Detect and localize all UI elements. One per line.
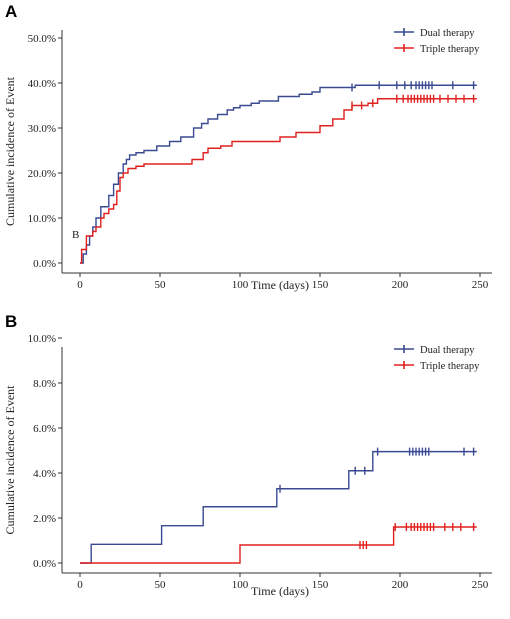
dual-therapy-line [80,450,477,564]
x-tick-label: 100 [232,579,249,591]
y-tick-label: 0.0% [33,258,56,270]
y-tick-label: 20.0% [28,168,56,180]
panel-b: B 0.0% 2.0% 4.0% 6.0% 8.0% 10.0% 0 50 100 150 200 2… [0,310,510,619]
x-tick-label: 250 [472,279,489,291]
x-axis-title: Time (days) [251,584,309,598]
y-tick-label: 6.0% [33,423,56,435]
chart-annotation: B [72,229,79,241]
x-tick-label: 150 [312,279,329,291]
panel-a-label: A [5,2,18,21]
legend-label: Dual therapy [420,345,475,356]
x-tick-label: 0 [77,279,83,291]
chart-a-svg: 0.0% 10.0% 20.0% 30.0% 40.0% 50.0% 0 50 100 150 20… [3,28,492,292]
y-tick-label: 40.0% [28,78,56,90]
x-axis-title: Time (days) [251,278,309,292]
x-tick-label: 150 [312,579,329,591]
legend-label: Triple therapy [420,44,480,55]
triple-therapy-line [80,526,477,564]
x-tick-label: 0 [77,579,83,591]
y-axis-title: Cumulative incidence of Event [3,385,17,535]
x-tick-label: 50 [155,579,167,591]
panel-b-label: B [5,312,18,331]
dual-therapy-line [80,84,477,264]
triple-therapy-line [80,98,477,264]
chart-b-svg: 0.0% 2.0% 4.0% 6.0% 8.0% 10.0% 0 50 100 150 200 250… [3,333,492,598]
x-tick-label: 100 [232,279,249,291]
y-tick-label: 30.0% [28,123,56,135]
x-tick-label: 200 [392,279,409,291]
legend-label: Dual therapy [420,28,475,39]
y-tick-label: 8.0% [33,378,56,390]
x-tick-label: 50 [155,279,167,291]
y-axis-title: Cumulative incidence of Event [3,76,17,226]
y-tick-label: 0.0% [33,558,56,570]
panel-a: A 0.0% 10.0% 20.0% 30.0% 40.0% 50.0% 0 50 100 150… [3,2,492,292]
x-tick-label: 200 [392,579,409,591]
y-tick-label: 2.0% [33,513,56,525]
y-tick-label: 50.0% [28,33,56,45]
y-tick-label: 10.0% [28,213,56,225]
y-tick-label: 4.0% [33,468,56,480]
x-tick-label: 250 [472,579,489,591]
legend-label: Triple therapy [420,361,480,372]
y-tick-label: 10.0% [28,333,56,345]
